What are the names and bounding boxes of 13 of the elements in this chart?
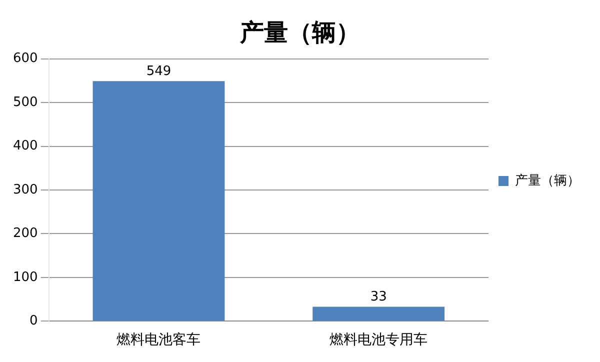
legend-label: 产量（辆） (515, 173, 580, 188)
y-tick-label: 100 (12, 270, 38, 285)
y-tick-label: 600 (12, 51, 38, 66)
y-tick-label: 0 (30, 314, 38, 329)
y-tick-label: 200 (12, 226, 38, 242)
chart-title: 产量（辆） (239, 18, 360, 47)
y-tick-label: 500 (12, 94, 38, 110)
x-tick-label: 燃料电池客车 (116, 332, 201, 348)
y-tick-label: 400 (12, 138, 38, 154)
data-label: 549 (146, 64, 172, 79)
x-tick-label: 燃料电池专用车 (330, 332, 428, 348)
y-tick-label: 300 (12, 182, 38, 198)
data-label: 33 (370, 290, 387, 305)
